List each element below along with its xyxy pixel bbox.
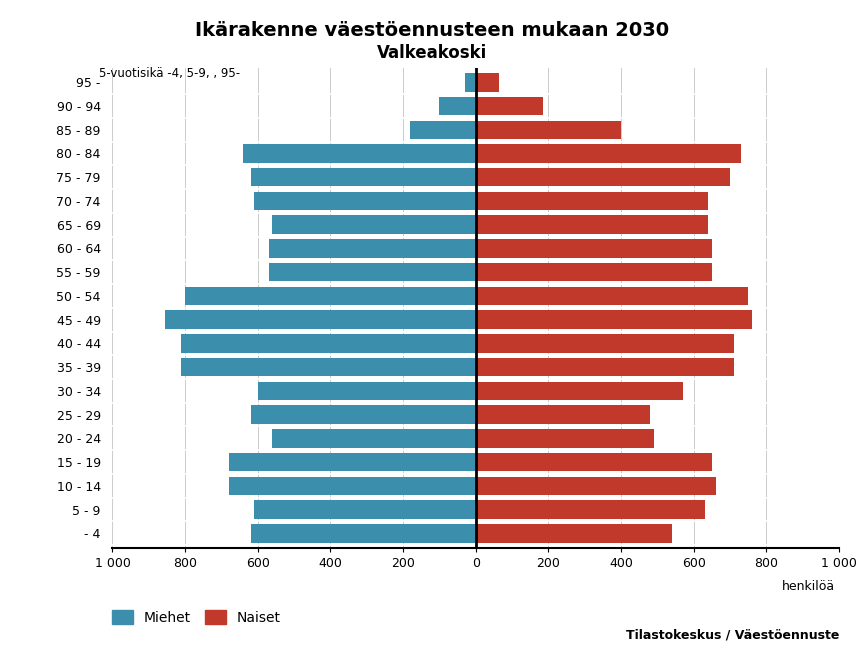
Bar [476, 215, 708, 234]
Bar [476, 334, 734, 353]
Bar [476, 453, 712, 471]
Bar [258, 382, 476, 400]
Bar [476, 358, 734, 376]
Bar [165, 310, 476, 329]
Bar [476, 263, 712, 281]
Bar [476, 500, 705, 519]
Bar [410, 121, 476, 139]
Bar [465, 73, 476, 91]
Text: 5-vuotisikä -4, 5-9, , 95-: 5-vuotisikä -4, 5-9, , 95- [99, 67, 240, 80]
Bar [251, 406, 476, 424]
Text: henkilöä: henkilöä [782, 580, 835, 593]
Bar [272, 215, 476, 234]
Bar [476, 192, 708, 210]
Bar [476, 310, 752, 329]
Bar [476, 97, 543, 115]
Bar [476, 476, 715, 495]
Text: Ikärakenne väestöennusteen mukaan 2030: Ikärakenne väestöennusteen mukaan 2030 [195, 21, 670, 40]
Bar [476, 382, 682, 400]
Bar [476, 73, 499, 91]
Bar [476, 168, 730, 187]
Legend: Miehet, Naiset: Miehet, Naiset [112, 610, 281, 625]
Bar [269, 239, 476, 258]
Bar [254, 500, 476, 519]
Bar [228, 453, 476, 471]
Bar [476, 524, 672, 542]
Bar [185, 286, 476, 305]
Bar [476, 121, 621, 139]
Bar [251, 168, 476, 187]
Bar [476, 286, 748, 305]
Bar [228, 476, 476, 495]
Bar [182, 334, 476, 353]
Bar [476, 429, 654, 448]
Bar [476, 239, 712, 258]
Bar [251, 524, 476, 542]
Bar [272, 429, 476, 448]
Bar [439, 97, 476, 115]
Bar [254, 192, 476, 210]
Bar [476, 406, 650, 424]
Bar [243, 145, 476, 163]
Bar [182, 358, 476, 376]
Bar [269, 263, 476, 281]
Text: Valkeakoski: Valkeakoski [377, 44, 488, 62]
Bar [476, 145, 741, 163]
Text: Tilastokeskus / Väestöennuste: Tilastokeskus / Väestöennuste [625, 629, 839, 642]
